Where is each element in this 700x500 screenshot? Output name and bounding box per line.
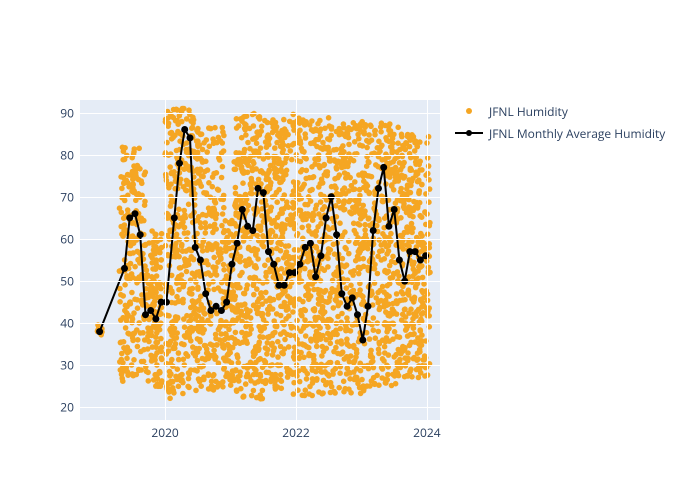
legend-label: JFNL Monthly Average Humidity	[489, 125, 665, 142]
avg-marker	[223, 299, 230, 306]
y-tick-label: 60	[60, 230, 74, 247]
x-tick-label: 2022	[282, 424, 309, 441]
avg-marker	[137, 231, 144, 238]
avg-marker	[312, 273, 319, 280]
y-tick-label: 70	[60, 188, 74, 205]
legend-marker-icon	[466, 130, 472, 136]
y-gridline	[80, 197, 440, 198]
avg-marker	[181, 126, 188, 133]
avg-marker	[296, 261, 303, 268]
avg-marker	[359, 337, 366, 344]
legend-swatch	[455, 127, 483, 139]
avg-marker	[239, 206, 246, 213]
legend-swatch	[455, 105, 483, 117]
avg-marker	[152, 315, 159, 322]
avg-marker	[375, 185, 382, 192]
avg-marker	[412, 248, 419, 255]
avg-marker	[385, 223, 392, 230]
avg-marker	[291, 269, 298, 276]
avg-marker	[192, 244, 199, 251]
avg-marker	[96, 328, 103, 335]
legend-dot-icon	[466, 108, 472, 114]
avg-marker	[396, 257, 403, 264]
legend-item[interactable]: JFNL Monthly Average Humidity	[455, 124, 665, 142]
avg-marker	[187, 134, 194, 141]
chart-container: 2020 2022 2024 20 30 40 50 60 70 80 90 JFNL Humidi…	[0, 0, 700, 500]
avg-marker	[265, 248, 272, 255]
avg-marker	[260, 189, 267, 196]
avg-marker	[391, 206, 398, 213]
avg-marker	[333, 231, 340, 238]
y-gridline	[80, 407, 440, 408]
y-gridline	[80, 239, 440, 240]
avg-marker	[365, 303, 372, 310]
avg-marker	[370, 227, 377, 234]
avg-marker	[323, 214, 330, 221]
avg-marker	[171, 214, 178, 221]
y-tick-label: 90	[60, 104, 74, 121]
avg-marker	[344, 303, 351, 310]
x-gridline	[427, 100, 428, 420]
avg-marker	[249, 227, 256, 234]
y-tick-label: 20	[60, 399, 74, 416]
avg-marker	[147, 307, 154, 314]
avg-marker	[228, 261, 235, 268]
line-series	[0, 0, 700, 500]
avg-marker	[349, 294, 356, 301]
y-gridline	[80, 113, 440, 114]
avg-marker	[307, 240, 314, 247]
avg-marker	[163, 299, 170, 306]
avg-marker	[121, 265, 128, 272]
avg-marker	[317, 252, 324, 259]
y-tick-label: 30	[60, 357, 74, 374]
avg-marker	[281, 282, 288, 289]
y-gridline	[80, 323, 440, 324]
avg-marker	[422, 252, 429, 259]
avg-marker	[132, 210, 139, 217]
avg-marker	[354, 311, 361, 318]
y-gridline	[80, 365, 440, 366]
x-tick-label: 2024	[413, 424, 440, 441]
avg-marker	[270, 261, 277, 268]
avg-marker	[176, 160, 183, 167]
legend: JFNL Humidity JFNL Monthly Average Humidi…	[455, 102, 665, 146]
legend-label: JFNL Humidity	[489, 103, 568, 120]
avg-marker	[234, 240, 241, 247]
x-gridline	[296, 100, 297, 420]
y-tick-label: 40	[60, 315, 74, 332]
y-tick-label: 50	[60, 273, 74, 290]
y-tick-label: 80	[60, 146, 74, 163]
avg-marker	[380, 164, 387, 171]
x-gridline	[165, 100, 166, 420]
avg-marker	[338, 290, 345, 297]
y-gridline	[80, 281, 440, 282]
avg-marker	[202, 290, 209, 297]
x-tick-label: 2020	[151, 424, 178, 441]
legend-item[interactable]: JFNL Humidity	[455, 102, 665, 120]
y-gridline	[80, 155, 440, 156]
avg-marker	[218, 307, 225, 314]
avg-marker	[197, 257, 204, 264]
